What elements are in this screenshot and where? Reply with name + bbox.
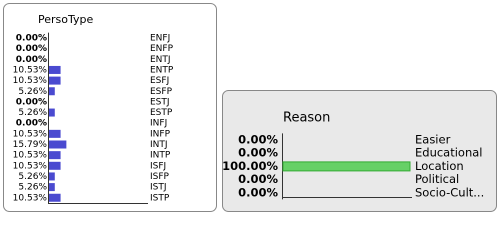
probability-bar bbox=[282, 161, 411, 172]
value-label: 10.53% bbox=[13, 65, 48, 75]
probability-bar bbox=[49, 65, 61, 74]
probability-bar bbox=[49, 151, 61, 160]
value-label: 0.00% bbox=[238, 146, 278, 160]
state-label: ENTP bbox=[150, 65, 174, 75]
state-label: INFP bbox=[150, 129, 171, 139]
probability-bar bbox=[49, 129, 61, 138]
probability-bar bbox=[49, 161, 61, 170]
value-label: 0.00% bbox=[16, 34, 47, 44]
probability-bar bbox=[49, 87, 55, 96]
state-label: ESFP bbox=[150, 87, 173, 97]
value-label: 10.53% bbox=[13, 193, 48, 203]
state-label: ENFJ bbox=[150, 34, 170, 44]
state-label: Location bbox=[415, 159, 464, 173]
page: {"panels": [ {"title": "PersoType", "lab… bbox=[3, 3, 497, 212]
state-label: ENTJ bbox=[150, 55, 171, 65]
state-label: INFJ bbox=[150, 119, 167, 129]
value-label: 100.00% bbox=[222, 159, 278, 173]
probability-bar bbox=[49, 193, 61, 202]
state-label: ISFJ bbox=[150, 161, 166, 171]
state-label: ENFP bbox=[150, 44, 174, 54]
value-label: 0.00% bbox=[238, 172, 278, 186]
value-label: 0.00% bbox=[16, 119, 47, 129]
state-label: ISTP bbox=[150, 193, 170, 203]
value-label: 10.53% bbox=[13, 129, 48, 139]
probability-bar bbox=[49, 108, 55, 117]
value-label: 0.00% bbox=[238, 185, 278, 199]
value-label: 15.79% bbox=[13, 140, 48, 150]
reason-panel bbox=[222, 90, 497, 212]
value-label: 5.26% bbox=[18, 183, 47, 193]
state-label: ESTJ bbox=[150, 97, 170, 107]
state-label: Easier bbox=[415, 133, 451, 147]
persotype-panel bbox=[3, 3, 217, 212]
state-label: ESTP bbox=[150, 108, 173, 118]
state-label: ISFP bbox=[150, 172, 170, 182]
value-label: 0.00% bbox=[16, 97, 47, 107]
probability-bar bbox=[49, 172, 55, 181]
state-label: ISTJ bbox=[150, 183, 167, 193]
value-label: 5.26% bbox=[18, 87, 47, 97]
value-label: 5.26% bbox=[18, 172, 47, 182]
probability-bar bbox=[49, 183, 55, 192]
panel-title: PersoType bbox=[38, 13, 93, 26]
value-label: 0.00% bbox=[238, 133, 278, 147]
state-label: Socio-Cult... bbox=[415, 185, 484, 199]
value-label: 10.53% bbox=[13, 76, 48, 86]
value-label: 0.00% bbox=[16, 44, 47, 54]
value-label: 10.53% bbox=[13, 161, 48, 171]
state-label: INTP bbox=[150, 151, 171, 161]
state-label: INTJ bbox=[150, 140, 168, 150]
panel-title: Reason bbox=[283, 111, 330, 126]
probability-bar bbox=[49, 140, 67, 149]
state-label: ESFJ bbox=[150, 76, 169, 86]
screen: PersoType Reason 0.00% ENFJ 0.00% ENFP 0.00%… bbox=[3, 3, 497, 212]
value-label: 5.26% bbox=[18, 108, 47, 118]
state-label: Educational bbox=[415, 146, 483, 160]
probability-bar bbox=[49, 76, 61, 85]
value-label: 10.53% bbox=[13, 151, 48, 161]
state-label: Political bbox=[415, 172, 459, 186]
value-label: 0.00% bbox=[16, 55, 47, 65]
